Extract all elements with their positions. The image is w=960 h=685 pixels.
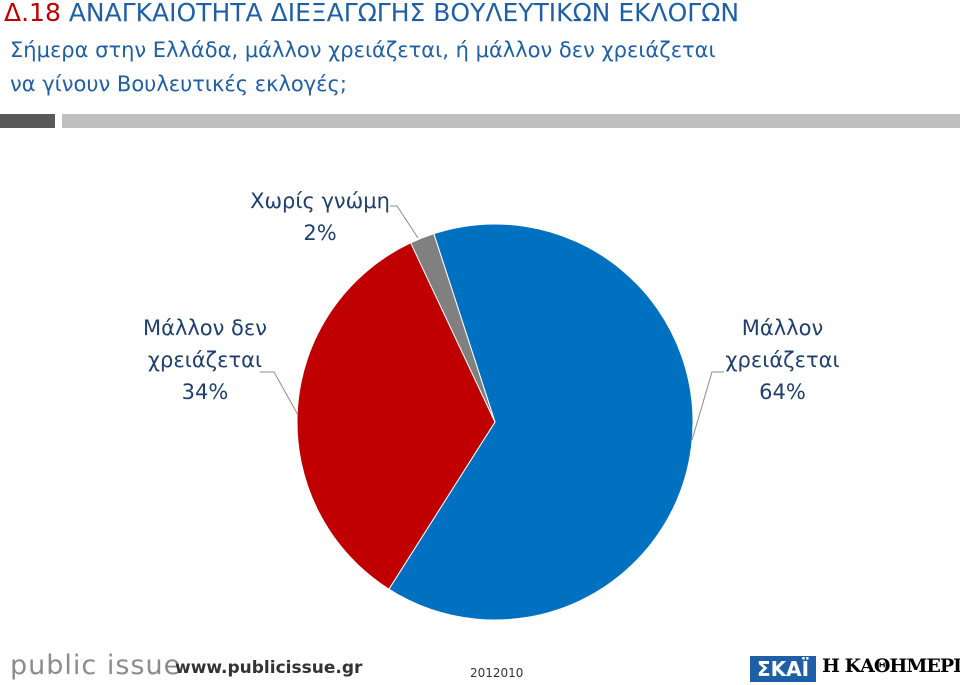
logo: public issue	[10, 650, 182, 681]
leader-line	[260, 371, 299, 416]
header-bar-light	[62, 114, 960, 128]
leader-line	[390, 205, 419, 239]
subtitle-line: Σήμερα στην Ελλάδα, μάλλον χρειάζεται, ή…	[10, 38, 716, 62]
category-label: Χωρίς γνώμη	[250, 189, 390, 213]
partner-logo: ΣΚΑΪ	[750, 656, 816, 682]
title-block: Δ.18 ΑΝΑΓΚΑΙΟΤΗΤΑ ΔΙΕΞΑΓΩΓΗΣ ΒΟΥΛΕΥΤΙΚΩΝ…	[4, 0, 739, 27]
pie-label: Μάλλον δεν χρειάζεται 34%	[130, 312, 280, 408]
url: www.publicissue.gr	[175, 658, 363, 678]
pie-slice	[410, 233, 496, 423]
chart-title: ΑΝΑΓΚΑΙΟΤΗΤΑ ΔΙΕΞΑΓΩΓΗΣ ΒΟΥΛΕΥΤΙΚΩΝ ΕΚΛΟ…	[68, 0, 740, 27]
category-label: Μάλλον χρειάζεται	[725, 316, 840, 372]
pie-slice	[296, 242, 496, 590]
pie-label: Χωρίς γνώμη 2%	[240, 185, 400, 249]
value-label: 2%	[303, 221, 337, 245]
partner-logo: Η ΚΑΘΗΜΕΡΙΝΗ	[822, 655, 960, 677]
figure-label: Δ.18	[4, 0, 61, 27]
header-bar-dark	[0, 114, 55, 128]
value-label: 34%	[181, 380, 229, 404]
subtitle-line: να γίνουν Βουλευτικές εκλογές;	[10, 72, 347, 96]
code: 2012010	[470, 666, 524, 680]
value-label: 64%	[759, 380, 806, 404]
category-label: Μάλλον δεν χρειάζεται	[142, 316, 267, 372]
leader-line	[691, 371, 724, 441]
pie-slice	[388, 223, 694, 621]
pie-label: Μάλλον χρειάζεται 64%	[710, 312, 855, 408]
